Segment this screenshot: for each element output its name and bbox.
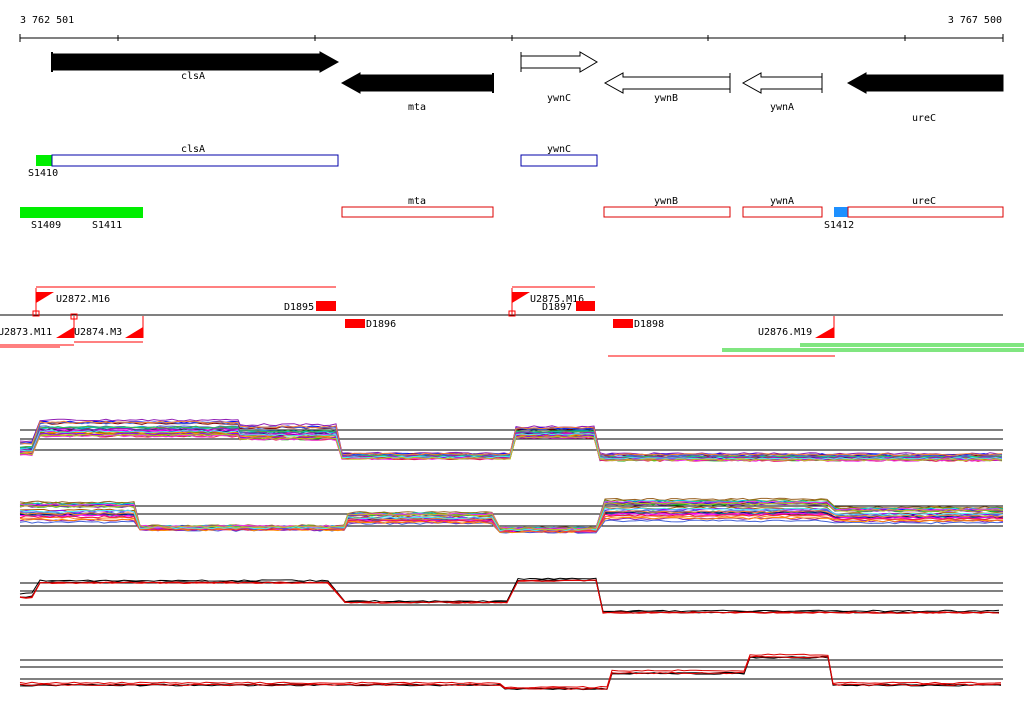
expression-panel-plus-selected [19,577,1003,614]
downshift-D1896[interactable]: D1896 [345,319,396,330]
gene-label: ywnA [770,102,794,113]
gene-arrow[interactable] [603,72,731,94]
gene-track: clsA mta ywnC ywnB ywnA ureC [51,51,1004,124]
tss-site-S1410[interactable] [36,155,52,166]
shift-track: U2872.M16 D1895 U2873.M11 U2874.M3 D1896 [0,286,1024,357]
gene-arrow[interactable] [51,51,340,73]
expression-profile-line [19,420,1003,457]
expression-profile-line [19,655,1001,690]
ruler-start-label: 3 762 501 [20,15,74,26]
gene-label: clsA [181,71,205,82]
ruler-end-label: 3 767 500 [948,15,1002,26]
expression-profile-line [19,579,999,614]
gene-arrow[interactable] [846,72,1004,94]
transcript-ureC[interactable] [847,206,1004,218]
minus-strand-transcripts: S1409 S1411 mta ywnB ywnA S1412 ureC [20,196,1004,231]
shift-label: D1896 [366,319,396,330]
upshift-U2873[interactable]: U2873.M11 [0,316,75,348]
transcript-label: ywnC [547,144,571,155]
downshift-D1895[interactable]: D1895 [284,301,336,313]
site-label: S1410 [28,168,58,179]
gene-arrow[interactable] [520,51,598,73]
shift-label: D1895 [284,302,314,313]
tss-site-S1412[interactable] [834,207,848,217]
gene-arrow[interactable] [741,72,823,94]
transcript-ywnA[interactable] [742,206,823,218]
plus-strand-transcripts: S1410 clsA ywnC [28,144,598,179]
expression-panel-minus-multi [19,497,1004,534]
transcript-label: mta [408,196,426,207]
transcript-label: ureC [912,196,936,207]
gene-clsA[interactable]: clsA [51,51,340,82]
shift-label: U2875.M16 [530,294,584,305]
transcript-ywnC[interactable] [520,154,598,167]
expression-profile-line [19,421,1003,457]
gene-arrow[interactable] [340,72,494,94]
gene-ywnB[interactable]: ywnB [603,72,731,104]
transcript-mta[interactable] [341,206,494,218]
shift-label: D1897 [542,302,572,313]
expression-profile-line [19,653,1002,689]
expression-profile-line [19,577,1000,613]
transcript-label: ywnA [770,196,794,207]
gene-mta[interactable]: mta [340,72,494,113]
upshift-U2875[interactable]: U2875.M16 [508,286,595,317]
shift-label: U2872.M16 [56,294,110,305]
expression-panel-plus-multi [19,418,1003,462]
transcript-clsA[interactable] [51,154,339,167]
shift-label: U2874.M3 [74,327,122,338]
shift-label: U2876.M19 [758,327,812,338]
gene-ureC[interactable]: ureC [846,72,1004,124]
expression-profile-line [19,502,1004,531]
expression-profile-line [20,433,1003,462]
gene-ywnC[interactable]: ywnC [520,51,598,104]
upshift-U2874[interactable]: U2874.M3 [70,313,144,343]
gene-label: ywnB [654,93,678,104]
gene-ywnA[interactable]: ywnA [741,72,823,113]
transcript-label: ywnB [654,196,678,207]
ruler-ticks [19,34,1004,42]
coordinate-ruler: 3 762 501 3 767 500 [19,15,1004,42]
expression-panel-minus-selected [19,653,1003,691]
upshift-U2872[interactable]: U2872.M16 [32,286,336,317]
transcript-ywnB[interactable] [603,206,731,218]
green-site-bar[interactable] [20,207,143,218]
site-label: S1412 [824,220,854,231]
upshift-U2876[interactable]: U2876.M19 [722,316,1024,352]
site-label: S1409 [31,220,61,231]
downshift-D1898[interactable]: D1898 [608,319,835,357]
transcript-label: clsA [181,144,205,155]
expression-profile-line [19,507,1004,532]
expression-profile-line [19,497,1004,530]
gene-label: mta [408,102,426,113]
gene-label: ywnC [547,93,571,104]
site-label: S1411 [92,220,122,231]
shift-label: D1898 [634,319,664,330]
downshift-D1897[interactable]: D1897 [542,301,595,313]
gene-label: ureC [912,113,936,124]
shift-label: U2873.M11 [0,327,52,338]
